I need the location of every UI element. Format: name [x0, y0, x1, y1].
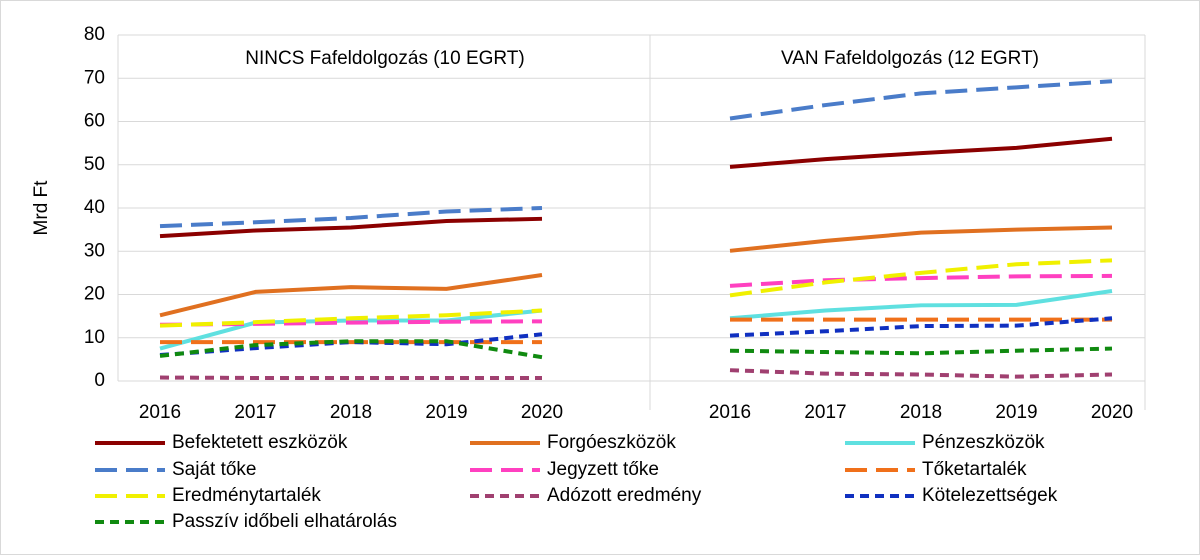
legend-label: Tőketartalék [922, 459, 1027, 480]
x-tick-label: 2020 [521, 402, 563, 423]
x-tick-label: 2017 [804, 402, 846, 423]
y-tick-label: 0 [94, 370, 105, 391]
legend-label: Forgóeszközök [547, 432, 676, 453]
panel-title: VAN Fafeldolgozás (12 EGRT) [781, 48, 1039, 69]
y-tick-label: 60 [84, 111, 105, 132]
y-tick-label: 10 [84, 327, 105, 348]
legend-label: Passzív időbeli elhatárolás [172, 511, 397, 532]
legend-label: Eredménytartalék [172, 485, 321, 506]
legend-label: Befektetett eszközök [172, 432, 348, 453]
x-tick-label: 2018 [330, 402, 372, 423]
x-tick-label: 2017 [234, 402, 276, 423]
legend-label: Jegyzett tőke [547, 459, 659, 480]
y-axis-label: Mrd Ft [31, 180, 52, 236]
legend-label: Pénzeszközök [922, 432, 1045, 453]
y-tick-label: 30 [84, 240, 105, 261]
legend-label: Saját tőke [172, 459, 257, 480]
x-tick-label: 2016 [709, 402, 751, 423]
y-tick-label: 20 [84, 284, 105, 305]
x-tick-label: 2018 [900, 402, 942, 423]
y-tick-label: 40 [84, 197, 105, 218]
x-tick-label: 2019 [425, 402, 467, 423]
panel-title: NINCS Fafeldolgozás (10 EGRT) [245, 48, 524, 69]
legend-label: Adózott eredmény [547, 485, 702, 506]
x-tick-label: 2020 [1091, 402, 1133, 423]
legend-label: Kötelezettségek [922, 485, 1058, 506]
x-tick-label: 2019 [995, 402, 1037, 423]
y-tick-label: 80 [84, 24, 105, 45]
y-tick-label: 50 [84, 154, 105, 175]
y-tick-label: 70 [84, 67, 105, 88]
x-tick-label: 2016 [139, 402, 181, 423]
